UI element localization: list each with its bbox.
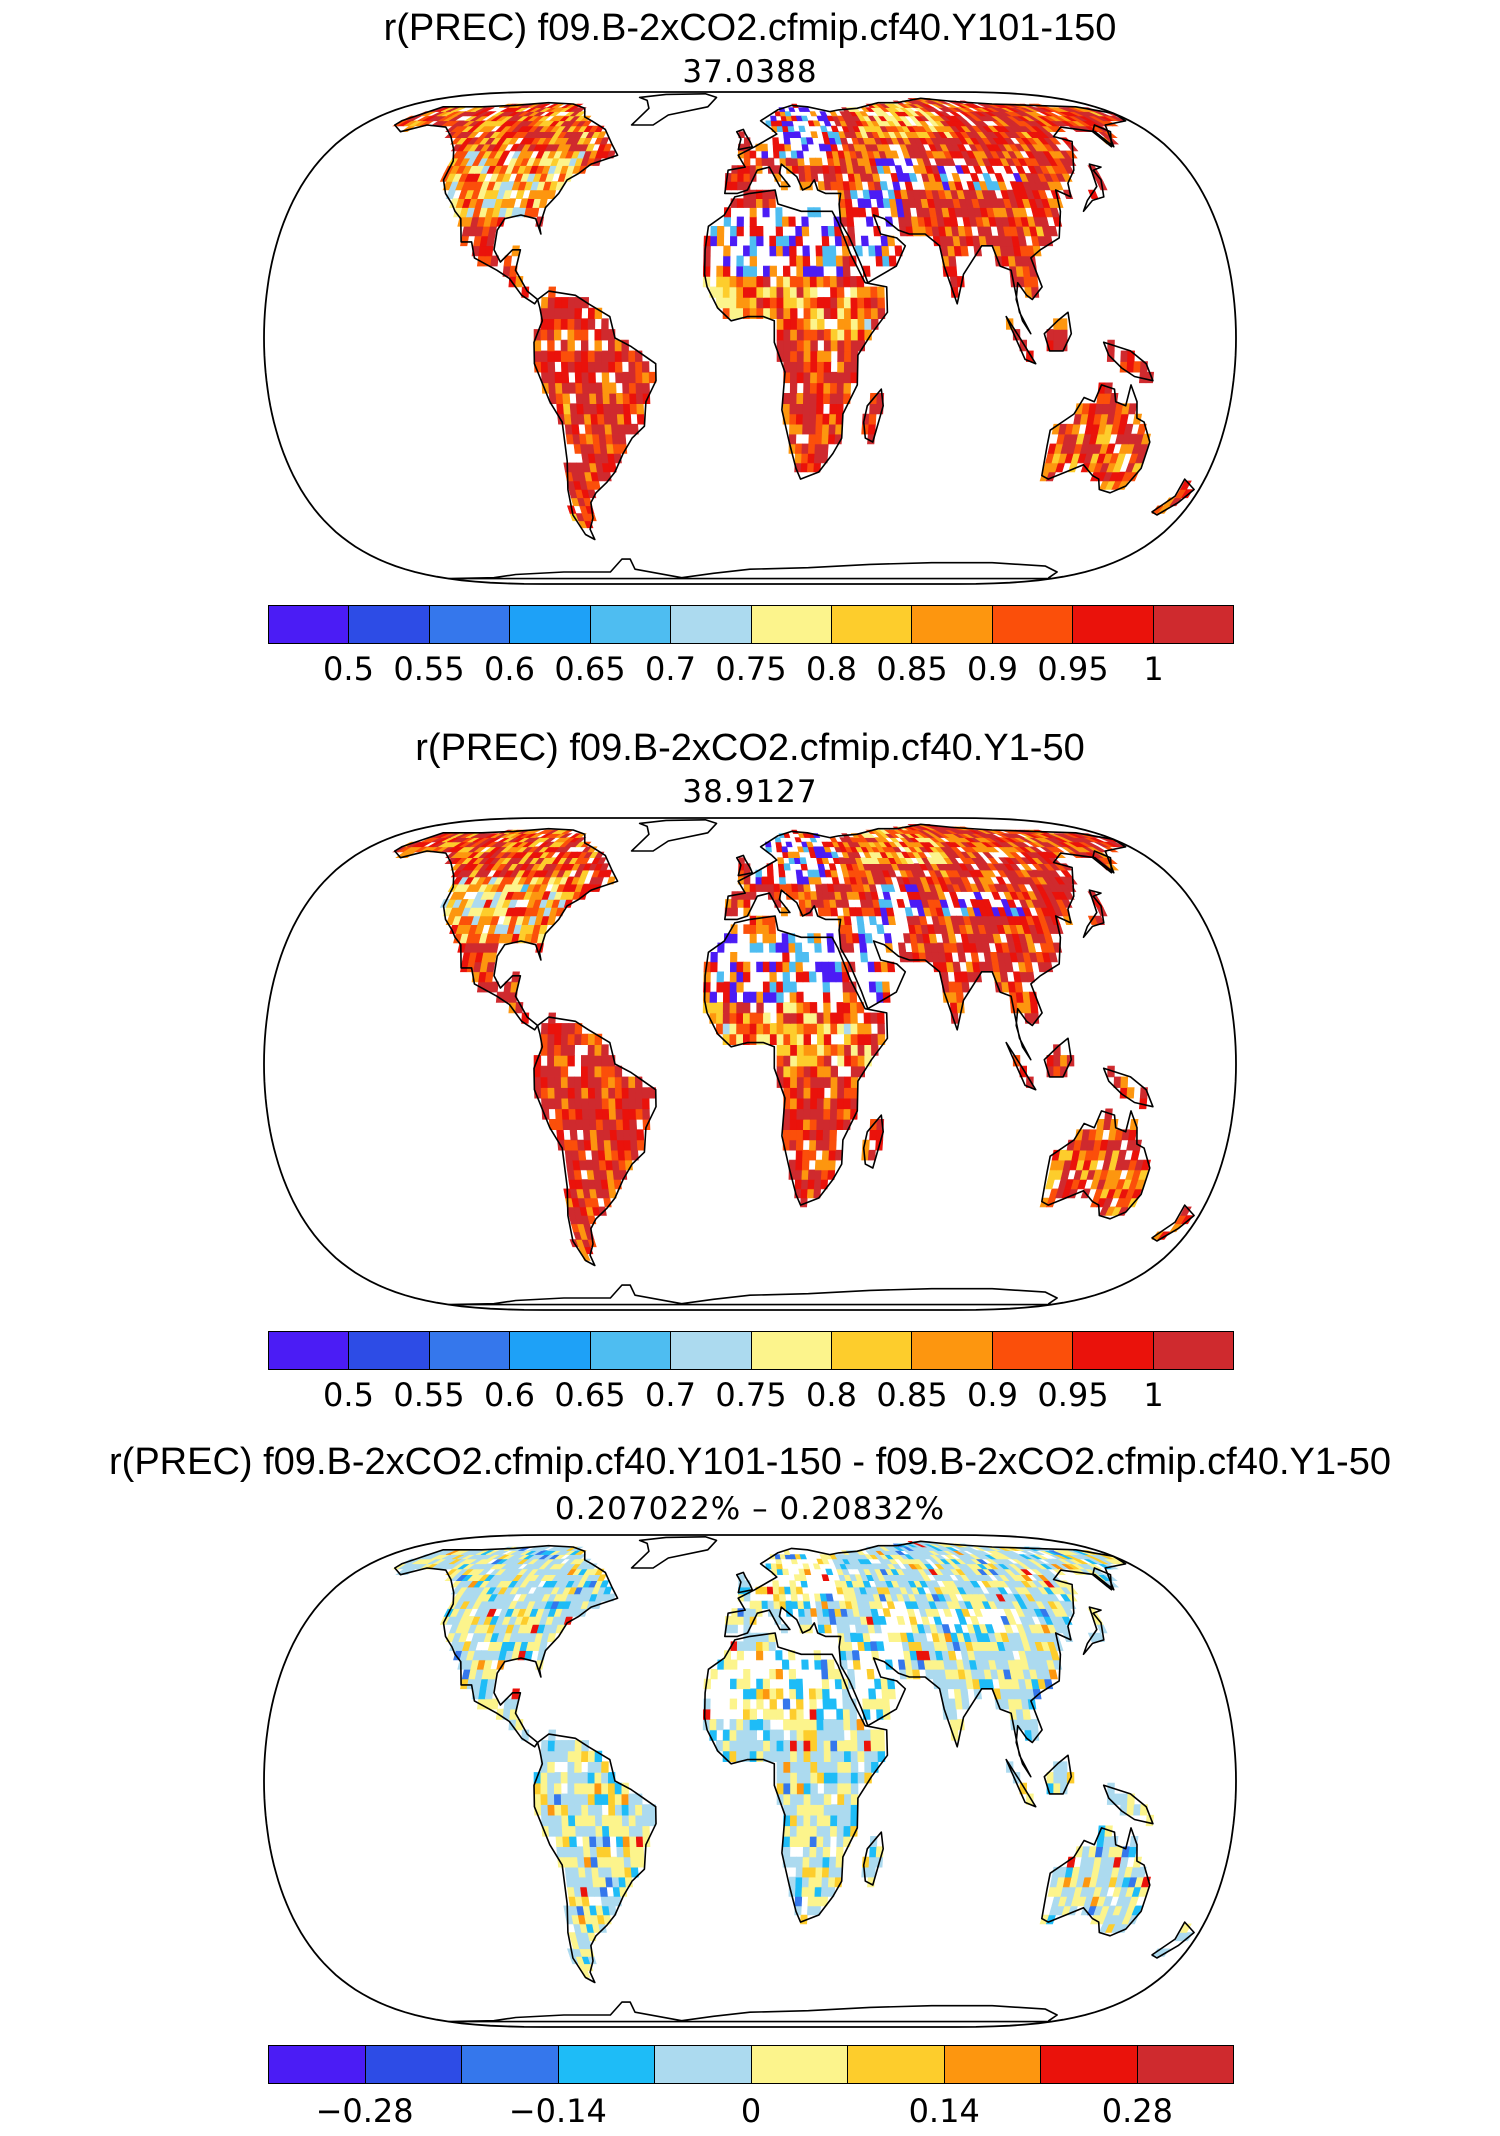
colorbar-box bbox=[510, 606, 591, 643]
colorbar-tick-label: 0.75 bbox=[715, 1376, 787, 1414]
colorbar-box bbox=[1073, 1332, 1154, 1369]
panel-title: r(PREC) f09.B-2xCO2.cfmip.cf40.Y1-50 bbox=[415, 727, 1085, 769]
coastlines bbox=[394, 93, 1195, 580]
colorbar-tick-label: 0.14 bbox=[908, 2092, 980, 2130]
colorbar-tick-label: 0.7 bbox=[645, 1376, 696, 1414]
colorbar-box bbox=[590, 606, 672, 643]
colorbar-tick-label: 0.5 bbox=[323, 650, 374, 688]
colorbar bbox=[268, 2045, 1234, 2084]
colorbar-box bbox=[1137, 2046, 1233, 2083]
colorbar-tick-label: 1 bbox=[1143, 650, 1164, 688]
map-border bbox=[263, 1534, 1237, 2028]
colorbar-box bbox=[912, 606, 993, 643]
colorbar-box bbox=[429, 1332, 511, 1369]
colorbar-box bbox=[671, 1332, 752, 1369]
colorbar-box bbox=[848, 2046, 945, 2083]
colorbar bbox=[268, 1331, 1234, 1370]
colorbar-tick-label: 1 bbox=[1143, 1376, 1164, 1414]
precip-correlation-field bbox=[392, 824, 1194, 1261]
colorbar-tick-label: 0.28 bbox=[1101, 2092, 1174, 2130]
colorbar-box bbox=[590, 1332, 672, 1369]
colorbar-box bbox=[269, 2046, 366, 2083]
colorbar-tick-label: 0.6 bbox=[484, 650, 535, 688]
panel-subtitle: 0.207022% – 0.20832% bbox=[554, 1491, 946, 1527]
colorbar-tick-label: 0.9 bbox=[967, 1376, 1018, 1414]
colorbar-tick-label: 0.8 bbox=[806, 650, 857, 688]
colorbar-box bbox=[992, 1332, 1074, 1369]
colorbar-box bbox=[655, 2046, 752, 2083]
colorbar-box bbox=[912, 1332, 993, 1369]
world-map bbox=[263, 817, 1237, 1311]
colorbar-box bbox=[349, 1332, 430, 1369]
colorbar-box bbox=[269, 606, 350, 643]
colorbar-tick-label: −0.14 bbox=[508, 2092, 607, 2130]
map-border bbox=[263, 817, 1237, 1311]
colorbar-box bbox=[944, 2046, 1041, 2083]
colorbar-ticks: 0.5 0.55 0.6 0.65 0.7 0.75 0.8 0.85 0.9 0.95 1 bbox=[268, 1376, 1234, 1416]
colorbar-box bbox=[269, 1332, 350, 1369]
colorbar-box bbox=[1153, 1332, 1234, 1369]
colorbar-tick-label: 0.6 bbox=[484, 1376, 535, 1414]
precip-correlation-field bbox=[392, 1541, 1194, 1978]
colorbar-box bbox=[462, 2046, 559, 2083]
colorbar-tick-label: 0.95 bbox=[1037, 1376, 1109, 1414]
colorbar-tick-label: 0 bbox=[740, 2092, 762, 2130]
precip-correlation-field bbox=[392, 98, 1194, 529]
colorbar-tick-label: 0.5 bbox=[323, 1376, 374, 1414]
colorbar-ticks: 0.5 0.55 0.6 0.65 0.7 0.75 0.8 0.85 0.9 0.95 1 bbox=[268, 650, 1234, 690]
colorbar-tick-label: 0.75 bbox=[715, 650, 787, 688]
colorbar-box bbox=[365, 2046, 462, 2083]
colorbar-tick-label: 0.9 bbox=[967, 650, 1018, 688]
colorbar-tick-label: 0.8 bbox=[806, 1376, 857, 1414]
world-map bbox=[263, 1534, 1237, 2028]
colorbar-box bbox=[831, 1332, 913, 1369]
colorbar bbox=[268, 605, 1234, 644]
colorbar-box bbox=[992, 606, 1074, 643]
colorbar-tick-label: 0.85 bbox=[876, 1376, 948, 1414]
colorbar-tick-label: 0.85 bbox=[876, 650, 948, 688]
colorbar-tick-label: 0.95 bbox=[1037, 650, 1109, 688]
panel-subtitle: 37.0388 bbox=[682, 54, 818, 90]
colorbar-box bbox=[1041, 2046, 1138, 2083]
panel-subtitle: 38.9127 bbox=[682, 774, 818, 810]
colorbar-box bbox=[1073, 606, 1154, 643]
colorbar-box bbox=[349, 606, 430, 643]
panel-title: r(PREC) f09.B-2xCO2.cfmip.cf40.Y101-150 … bbox=[109, 1441, 1391, 1483]
colorbar-tick-label: 0.55 bbox=[393, 650, 465, 688]
colorbar-tick-label: −0.28 bbox=[315, 2092, 414, 2130]
colorbar-box bbox=[510, 1332, 591, 1369]
colorbar-box bbox=[1153, 606, 1234, 643]
colorbar-box bbox=[558, 2046, 655, 2083]
coastlines bbox=[394, 1536, 1195, 2023]
colorbar-box bbox=[751, 2046, 848, 2083]
colorbar-tick-label: 0.7 bbox=[645, 650, 696, 688]
colorbar-box bbox=[671, 606, 752, 643]
map-border bbox=[263, 91, 1237, 585]
colorbar-box bbox=[751, 606, 832, 643]
colorbar-box bbox=[831, 606, 913, 643]
colorbar-box bbox=[429, 606, 511, 643]
colorbar-tick-label: 0.65 bbox=[554, 650, 626, 688]
colorbar-box bbox=[751, 1332, 832, 1369]
colorbar-ticks: −0.28 −0.14 0 0.14 0.28 bbox=[268, 2092, 1234, 2132]
coastlines bbox=[394, 819, 1195, 1306]
colorbar-tick-label: 0.65 bbox=[554, 1376, 626, 1414]
colorbar-tick-label: 0.55 bbox=[393, 1376, 465, 1414]
world-map bbox=[263, 91, 1237, 585]
panel-title: r(PREC) f09.B-2xCO2.cfmip.cf40.Y101-150 bbox=[383, 7, 1117, 49]
